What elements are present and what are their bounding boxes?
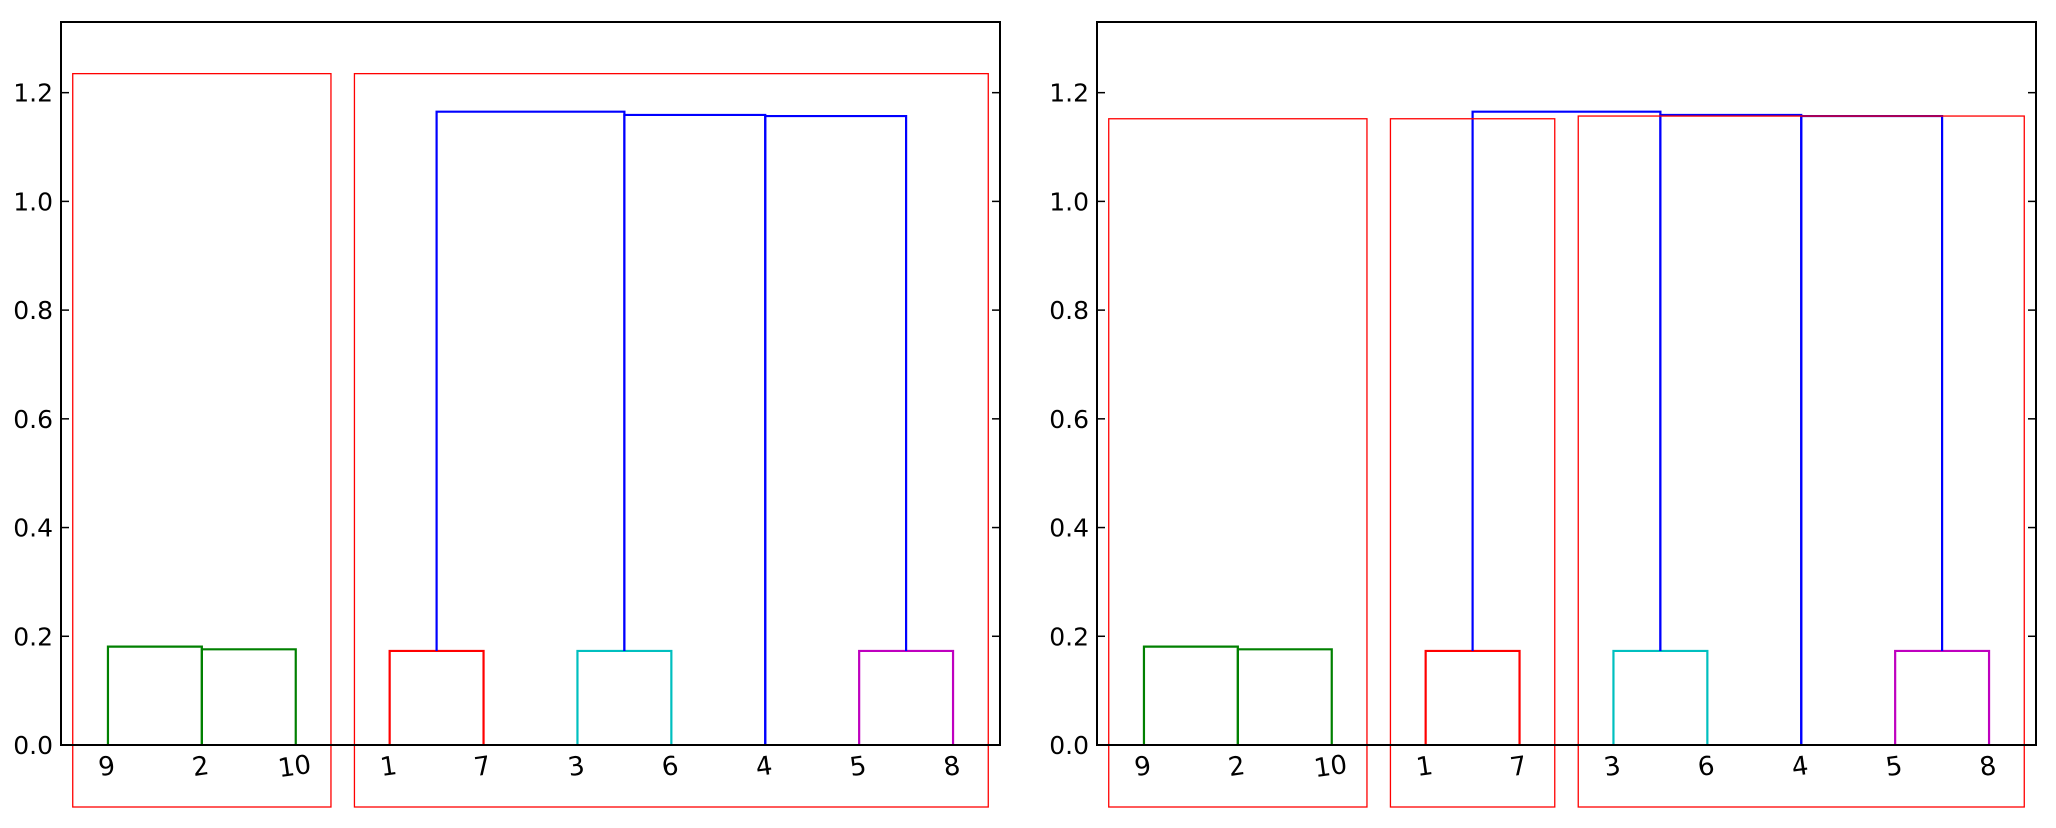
ytick-label: 0.8	[13, 296, 53, 325]
cluster-box-1	[353, 72, 989, 808]
leaf-label: 10	[276, 750, 313, 784]
dendrogram-left: 0.0 0.2 0.4 0.6 0.8 1.0 1.2 9 2 10 1 7 3 6 4 5 8	[13, 21, 1001, 808]
plot-frame	[1096, 21, 2037, 746]
ytick-label: 0.2	[1049, 622, 1089, 651]
dendrogram-link-2	[1424, 649, 1521, 745]
leaf-label: 10	[1312, 750, 1349, 784]
ytick-label: 0.0	[1049, 731, 1089, 760]
leaf-label: 9	[1133, 751, 1154, 783]
cluster-box-0	[72, 72, 332, 808]
leaf-label: 6	[1696, 751, 1717, 783]
ytick-label: 0.2	[13, 622, 53, 651]
dendrogram-link-4	[1894, 649, 1991, 745]
cluster-box-0	[1108, 118, 1368, 808]
leaf-label: 9	[97, 751, 118, 783]
leaf-label: 4	[1790, 751, 1811, 783]
dendrogram-link-0	[106, 645, 203, 745]
ytick-label: 1.2	[1049, 79, 1089, 108]
leaf-label: 1	[378, 751, 399, 783]
leaf-label: 6	[660, 751, 681, 783]
leaf-label: 7	[1508, 751, 1529, 783]
ytick-label: 0.6	[1049, 405, 1089, 434]
ytick-label: 0.8	[1049, 296, 1089, 325]
dendrogram-link-7	[1471, 110, 1662, 651]
dendrogram-link-1	[1236, 648, 1333, 745]
dendrogram-link-3	[1612, 649, 1709, 745]
ytick-label: 0.4	[13, 514, 53, 543]
dendrogram-link-2	[388, 649, 485, 745]
ytick-label: 0.4	[1049, 514, 1089, 543]
leaf-label: 4	[754, 751, 775, 783]
ytick-label: 1.0	[13, 187, 53, 216]
leaf-label: 3	[1602, 751, 1623, 783]
ytick-label: 1.0	[1049, 187, 1089, 216]
dendrogram-link-3	[576, 649, 673, 745]
dendrogram-link-4	[858, 649, 955, 745]
ytick-label: 0.6	[13, 405, 53, 434]
plot-frame	[60, 21, 1001, 746]
leaf-label: 3	[566, 751, 587, 783]
dendrogram-link-0	[1142, 645, 1239, 745]
leaf-label: 8	[942, 751, 963, 783]
leaf-label: 1	[1414, 751, 1435, 783]
leaf-label: 2	[1226, 751, 1247, 783]
leaf-label: 2	[190, 751, 211, 783]
leaf-label: 5	[848, 751, 869, 783]
dendrogram-link-1	[200, 648, 297, 745]
leaf-label: 8	[1978, 751, 1999, 783]
dendrogram-right: 0.0 0.2 0.4 0.6 0.8 1.0 1.2 9 2 10 1 7 3 6 4 5 8	[1049, 21, 2037, 808]
ytick-label: 1.2	[13, 79, 53, 108]
leaf-label: 5	[1884, 751, 1905, 783]
ytick-label: 0.0	[13, 731, 53, 760]
cluster-box-2	[1577, 115, 2025, 808]
cluster-box-1	[1389, 118, 1556, 808]
leaf-label: 7	[472, 751, 493, 783]
dendrogram-link-7	[435, 110, 626, 651]
